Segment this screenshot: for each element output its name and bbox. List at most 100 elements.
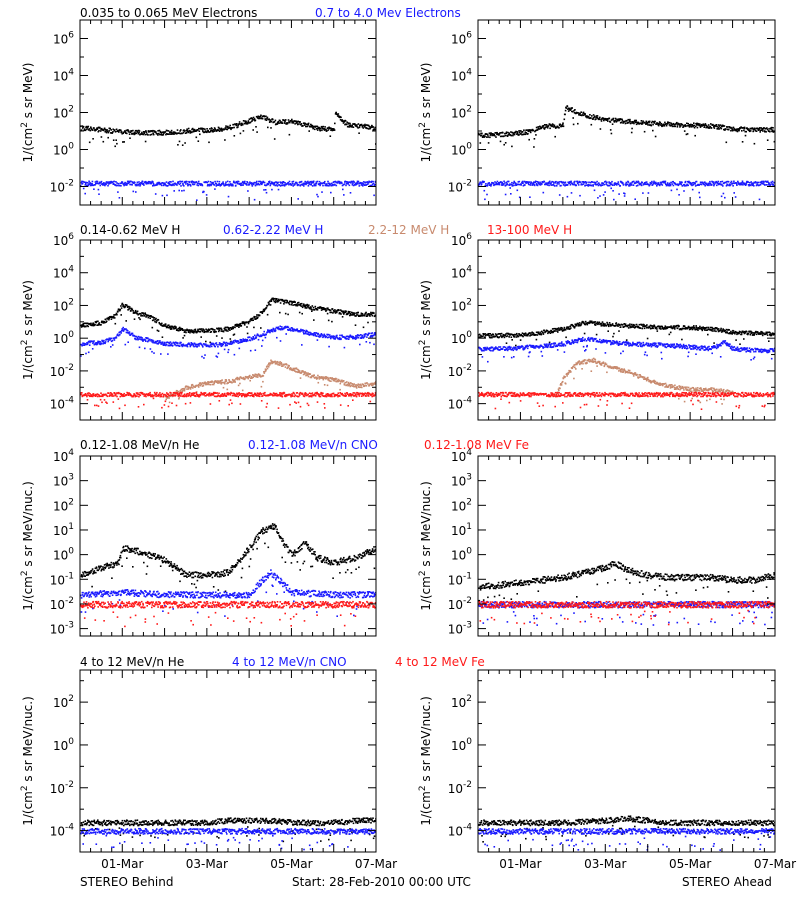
data-point	[97, 405, 100, 407]
data-point	[96, 182, 99, 185]
data-point	[192, 394, 195, 396]
data-point	[292, 122, 294, 124]
data-point	[121, 328, 123, 330]
data-point	[344, 392, 346, 395]
data-point	[288, 365, 290, 367]
data-point	[167, 393, 169, 395]
data-point	[762, 130, 764, 132]
data-point	[225, 341, 228, 344]
data-point	[130, 307, 133, 310]
data-point	[206, 131, 208, 134]
data-point	[314, 335, 317, 337]
data-point	[722, 192, 725, 195]
data-point	[120, 393, 123, 395]
data-point	[261, 395, 264, 397]
data-point	[306, 182, 308, 185]
data-point	[183, 334, 186, 337]
data-point	[243, 322, 246, 324]
data-point	[300, 302, 303, 305]
data-point	[330, 393, 333, 396]
data-point	[251, 183, 253, 186]
data-point	[300, 180, 303, 183]
data-point	[312, 375, 315, 378]
data-point	[138, 346, 141, 349]
data-point	[343, 121, 346, 123]
data-point	[204, 331, 207, 333]
data-point	[333, 378, 336, 380]
data-point	[310, 332, 312, 334]
data-point	[359, 337, 362, 339]
data-point	[312, 334, 315, 337]
data-point	[286, 363, 288, 366]
data-point	[210, 393, 213, 396]
data-point	[292, 304, 294, 306]
data-point	[186, 392, 189, 395]
data-point	[761, 180, 763, 183]
data-point	[188, 329, 191, 331]
data-point	[270, 359, 272, 362]
data-point	[629, 183, 632, 186]
data-point	[163, 343, 166, 345]
data-point	[328, 127, 331, 129]
data-point	[650, 121, 653, 124]
data-point	[602, 194, 605, 196]
data-point	[548, 182, 551, 184]
data-point	[567, 110, 570, 112]
data-point	[127, 341, 129, 343]
data-point	[140, 339, 143, 341]
data-point	[317, 195, 319, 198]
data-point	[170, 344, 173, 346]
data-point	[618, 193, 620, 195]
data-point	[93, 188, 95, 190]
data-point	[268, 180, 271, 183]
data-point	[204, 354, 206, 356]
data-point	[724, 196, 726, 199]
data-point	[327, 129, 330, 131]
data-point	[765, 184, 768, 186]
data-point	[513, 133, 516, 136]
data-point	[244, 338, 247, 341]
data-point	[730, 127, 733, 129]
data-point	[124, 404, 126, 407]
data-point	[264, 370, 267, 372]
data-point	[371, 332, 374, 334]
data-point	[256, 314, 258, 316]
data-point	[504, 132, 506, 135]
data-point	[307, 404, 310, 407]
data-point	[311, 395, 313, 398]
data-point	[600, 118, 603, 120]
data-point	[570, 108, 572, 110]
data-point	[568, 182, 571, 184]
data-point	[724, 129, 726, 131]
data-point	[280, 392, 283, 394]
data-point	[759, 129, 762, 132]
series-row0-p1-s0	[478, 105, 775, 148]
data-point	[84, 343, 87, 345]
data-point	[263, 371, 265, 373]
data-point	[244, 395, 246, 398]
data-point	[246, 332, 249, 335]
data-point	[197, 329, 199, 332]
data-point	[150, 133, 153, 136]
data-point	[128, 305, 130, 308]
data-point	[163, 404, 166, 406]
data-point	[167, 353, 169, 355]
data-point	[592, 184, 594, 186]
data-point	[690, 123, 692, 126]
data-point	[532, 129, 535, 132]
data-point	[557, 181, 560, 184]
data-point	[509, 183, 511, 185]
data-point	[305, 372, 308, 374]
data-point	[146, 340, 149, 343]
data-point	[302, 329, 304, 331]
data-point	[301, 344, 303, 346]
data-point	[503, 183, 505, 186]
data-point	[686, 183, 688, 186]
data-point	[229, 338, 232, 340]
data-point	[282, 365, 284, 367]
data-point	[135, 132, 137, 135]
data-point	[614, 182, 616, 184]
data-point	[308, 392, 311, 394]
data-point	[187, 131, 190, 134]
data-point	[641, 122, 644, 125]
